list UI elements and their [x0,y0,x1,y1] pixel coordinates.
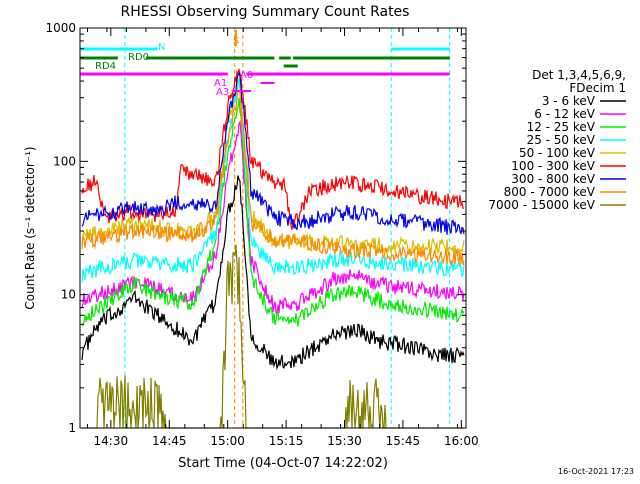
x-tick-label: 15:45 [386,434,421,448]
plot-area: N RD0 RD4 S A1 A0 A3 [80,28,465,430]
legend-label: 300 - 800 keV [511,172,595,186]
x-axis: 14:30 14:45 15:00 15:15 15:30 15:45 16:00 [86,28,479,448]
y-tick-label: 100 [53,154,76,168]
y-tick-label: 1 [68,421,76,435]
legend-header-line-1: Det 1,3,4,5,6,9, [532,68,626,82]
series-group [81,67,465,430]
x-tick-label: 15:15 [269,434,304,448]
x-tick-label: 14:30 [94,434,129,448]
legend-label: 100 - 300 keV [511,159,595,173]
legend-label: 25 - 50 keV [527,133,596,147]
annotation-label-a1: A1 [214,78,227,89]
legend-header-line-2: FDecim 1 [569,81,626,95]
annotation-label-rd0: RD0 [128,52,149,63]
legend-label: 7000 - 15000 keV [488,198,595,212]
legend-label: 12 - 25 keV [527,120,596,134]
series-line [81,89,465,267]
legend-label: 50 - 100 keV [519,146,596,160]
y-axis-label: Count Rate (s⁻¹ detector⁻¹) [23,146,37,309]
series-line [81,78,465,283]
series-line [81,175,465,371]
annotation-label-a0: A0 [240,70,253,81]
legend-label: 800 - 7000 keV [504,185,596,199]
series-line [81,68,465,256]
x-axis-label: Start Time (04-Oct-07 14:22:02) [178,456,388,471]
y-axis: 1 10 100 1000 [45,21,466,435]
footer-timestamp: 16-Oct-2021 17:23 [558,467,634,476]
state-bars: N RD0 RD4 S A1 A0 A3 [80,30,450,98]
series-line [81,97,465,327]
annotation-label-n: N [158,42,165,53]
chart-title: RHESSI Observing Summary Count Rates [121,4,410,20]
y-tick-label: 10 [61,288,76,302]
annotation-label-s: S [233,36,239,47]
annotation-label-rd4: RD4 [95,61,116,72]
series-line [81,71,465,235]
annotation-label-a3: A3 [216,87,229,98]
x-tick-label: 14:45 [152,434,187,448]
plot-frame [79,27,467,429]
x-tick-label: 15:30 [327,434,362,448]
series-line [81,67,465,230]
x-tick-label: 15:00 [210,434,245,448]
legend-label: 3 - 6 keV [542,94,596,108]
legend-label: 6 - 12 keV [534,107,596,121]
x-tick-label: 16:00 [444,434,479,448]
y-tick-label: 1000 [45,21,76,35]
